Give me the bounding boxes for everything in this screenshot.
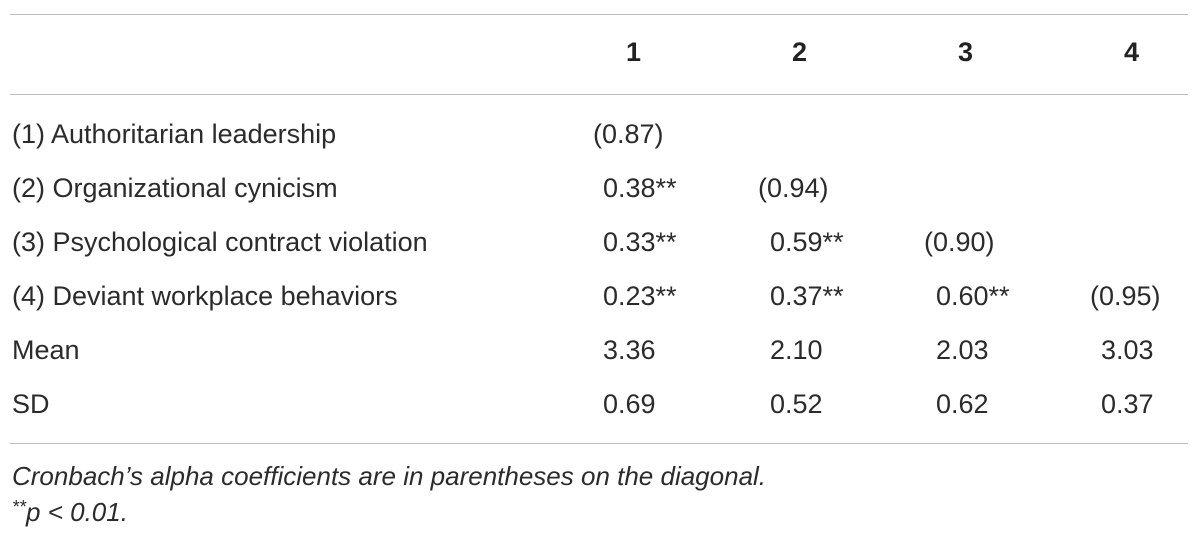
cell-col-1: (0.87) [593,119,664,149]
column-header-2: 2 [792,37,808,67]
column-header-1: 1 [626,37,642,67]
cell-col-1: 3.36 [603,335,656,365]
table-row-deviant-workplace-behaviors: (4) Deviant workplace behaviors 0.23** 0… [0,268,1200,322]
footnote-marker: ** [12,497,27,517]
row-label: (1) Authoritarian leadership [12,119,337,149]
cell-col-1: 0.38** [603,173,677,203]
cell-col-2: 2.10 [770,335,823,365]
cell-col-1: 0.69 [603,389,656,419]
table-footnote-alpha: Cronbach’s alpha coefficients are in par… [12,461,767,491]
column-header-3: 3 [958,37,974,67]
cell-col-2: 0.37** [770,281,844,311]
table-row-sd: SD 0.69 0.52 0.62 0.37 [0,376,1200,430]
table-footnote-significance: **p < 0.01. [12,495,128,529]
table-top-rule [10,14,1188,15]
row-label: SD [12,389,50,419]
table-row-authoritarian-leadership: (1) Authoritarian leadership (0.87) [0,106,1200,160]
table-row-psychological-contract-violation: (3) Psychological contract violation 0.3… [0,214,1200,268]
cell-col-2: 0.52 [770,389,823,419]
cell-col-4: (0.95) [1090,281,1161,311]
row-label: (4) Deviant workplace behaviors [12,281,398,311]
cell-col-3: 0.62 [936,389,989,419]
table-header-rule [10,94,1188,95]
cell-col-1: 0.33** [603,227,677,257]
row-label: Mean [12,335,80,365]
table-row-organizational-cynicism: (2) Organizational cynicism 0.38** (0.94… [0,160,1200,214]
table-bottom-rule [10,443,1188,444]
cell-col-4: 3.03 [1101,335,1154,365]
cell-col-3: (0.90) [924,227,995,257]
cell-col-1: 0.23** [603,281,677,311]
cell-col-2: (0.94) [758,173,829,203]
cell-col-2: 0.59** [770,227,844,257]
cell-col-3: 2.03 [936,335,989,365]
cell-col-3: 0.60** [936,281,1010,311]
footnote-text: p < 0.01. [26,497,128,527]
table-row-mean: Mean 3.36 2.10 2.03 3.03 [0,322,1200,376]
row-label: (3) Psychological contract violation [12,227,428,257]
column-header-4: 4 [1124,37,1140,67]
row-label: (2) Organizational cynicism [12,173,338,203]
cell-col-4: 0.37 [1101,389,1154,419]
